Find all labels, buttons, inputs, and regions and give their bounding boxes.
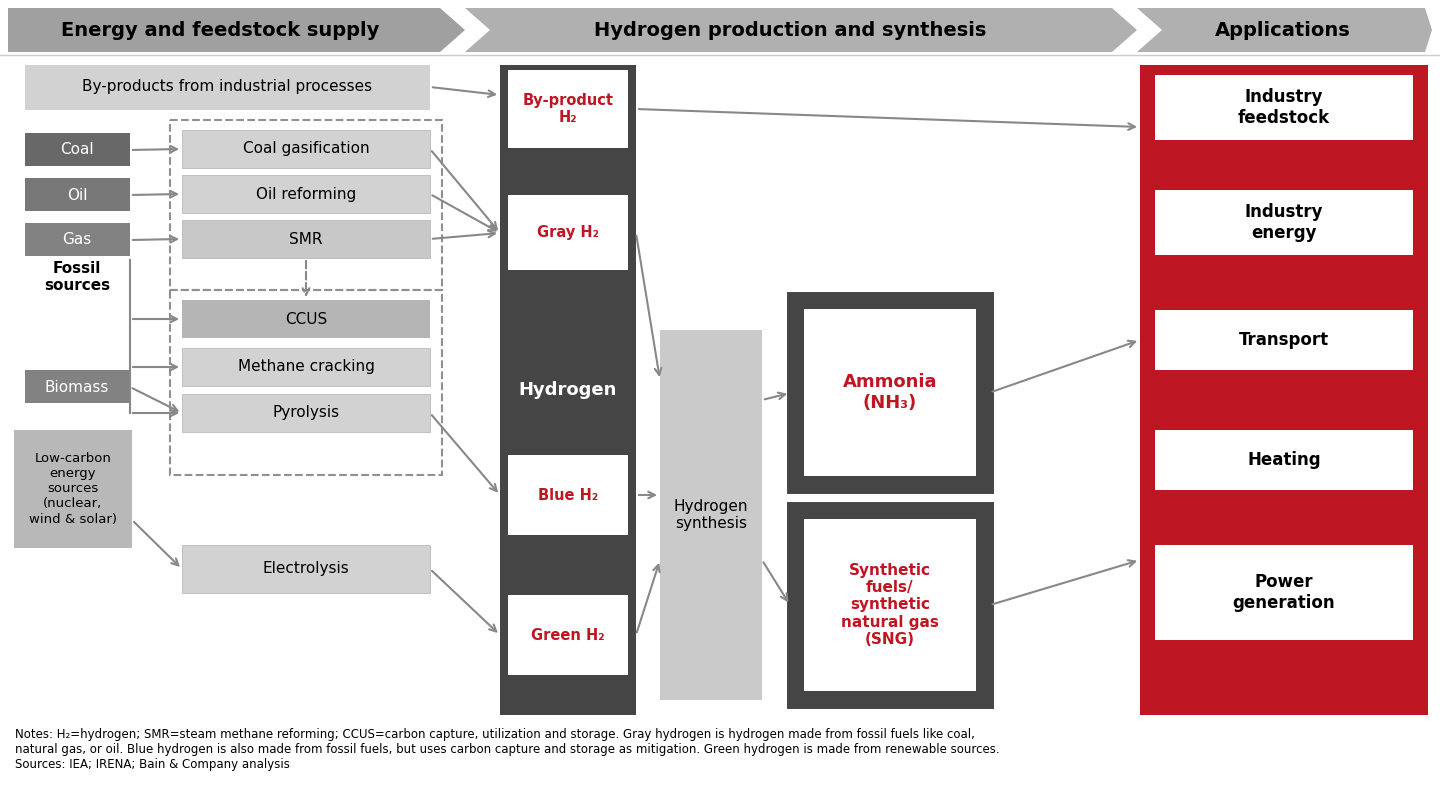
Polygon shape	[465, 8, 1138, 52]
Bar	[181, 300, 431, 338]
Text: Oil: Oil	[66, 187, 88, 202]
Bar	[170, 120, 442, 290]
Text: Green H₂: Green H₂	[531, 628, 605, 642]
Bar	[1155, 545, 1413, 640]
Polygon shape	[1138, 8, 1431, 52]
Text: Pyrolysis: Pyrolysis	[272, 406, 340, 420]
Bar	[804, 519, 976, 691]
Text: Synthetic
fuels/
synthetic
natural gas
(SNG): Synthetic fuels/ synthetic natural gas (…	[841, 563, 939, 647]
Text: Heating: Heating	[1247, 451, 1320, 469]
Text: Electrolysis: Electrolysis	[262, 561, 350, 577]
Text: Fossil
sources: Fossil sources	[45, 261, 109, 293]
Text: Energy and feedstock supply: Energy and feedstock supply	[60, 20, 379, 40]
Text: Ammonia
(NH₃): Ammonia (NH₃)	[842, 373, 937, 412]
Bar	[508, 70, 628, 148]
Text: SMR: SMR	[289, 232, 323, 246]
Text: Coal: Coal	[60, 143, 94, 157]
Bar	[1155, 190, 1413, 255]
Bar	[660, 330, 762, 700]
Bar	[14, 430, 132, 548]
Bar	[24, 370, 130, 403]
Bar	[791, 505, 991, 705]
Bar	[508, 195, 628, 270]
Text: Oil reforming: Oil reforming	[256, 186, 356, 202]
Text: Hydrogen production and synthesis: Hydrogen production and synthesis	[593, 20, 986, 40]
Text: By-products from industrial processes: By-products from industrial processes	[82, 79, 372, 95]
Text: Gray H₂: Gray H₂	[537, 225, 599, 241]
Bar	[181, 545, 431, 593]
Bar	[1155, 310, 1413, 370]
Bar	[24, 133, 130, 166]
Bar	[181, 130, 431, 168]
Bar	[24, 65, 431, 110]
Text: Applications: Applications	[1215, 20, 1351, 40]
Text: Biomass: Biomass	[45, 380, 109, 394]
Bar	[24, 223, 130, 256]
Bar	[1140, 65, 1428, 715]
Bar	[1155, 75, 1413, 140]
Bar	[804, 309, 976, 476]
Text: Industry
energy: Industry energy	[1244, 203, 1323, 242]
Text: Hydrogen
synthesis: Hydrogen synthesis	[674, 499, 749, 531]
Text: Power
generation: Power generation	[1233, 573, 1335, 612]
Bar	[170, 290, 442, 475]
Bar	[508, 595, 628, 675]
Text: Coal gasification: Coal gasification	[243, 142, 369, 156]
Text: Gas: Gas	[62, 232, 92, 248]
Bar	[24, 178, 130, 211]
Bar	[181, 175, 431, 213]
Text: Methane cracking: Methane cracking	[238, 360, 374, 374]
Bar	[181, 394, 431, 432]
Text: Blue H₂: Blue H₂	[539, 488, 598, 502]
Text: CCUS: CCUS	[285, 312, 327, 326]
Text: By-product
H₂: By-product H₂	[523, 93, 613, 126]
Bar	[1155, 430, 1413, 490]
Bar	[0, 55, 1440, 755]
Bar	[181, 220, 431, 258]
Text: Hydrogen: Hydrogen	[518, 381, 618, 399]
Bar	[791, 295, 991, 490]
Text: Transport: Transport	[1238, 331, 1329, 349]
Bar	[500, 65, 636, 715]
Text: Low-carbon
energy
sources
(nuclear,
wind & solar): Low-carbon energy sources (nuclear, wind…	[29, 453, 117, 526]
Bar	[508, 455, 628, 535]
Bar	[181, 348, 431, 386]
Text: Notes: H₂=hydrogen; SMR=steam methane reforming; CCUS=carbon capture, utilizatio: Notes: H₂=hydrogen; SMR=steam methane re…	[14, 728, 999, 771]
Polygon shape	[9, 8, 465, 52]
Text: Industry
feedstock: Industry feedstock	[1238, 88, 1331, 127]
